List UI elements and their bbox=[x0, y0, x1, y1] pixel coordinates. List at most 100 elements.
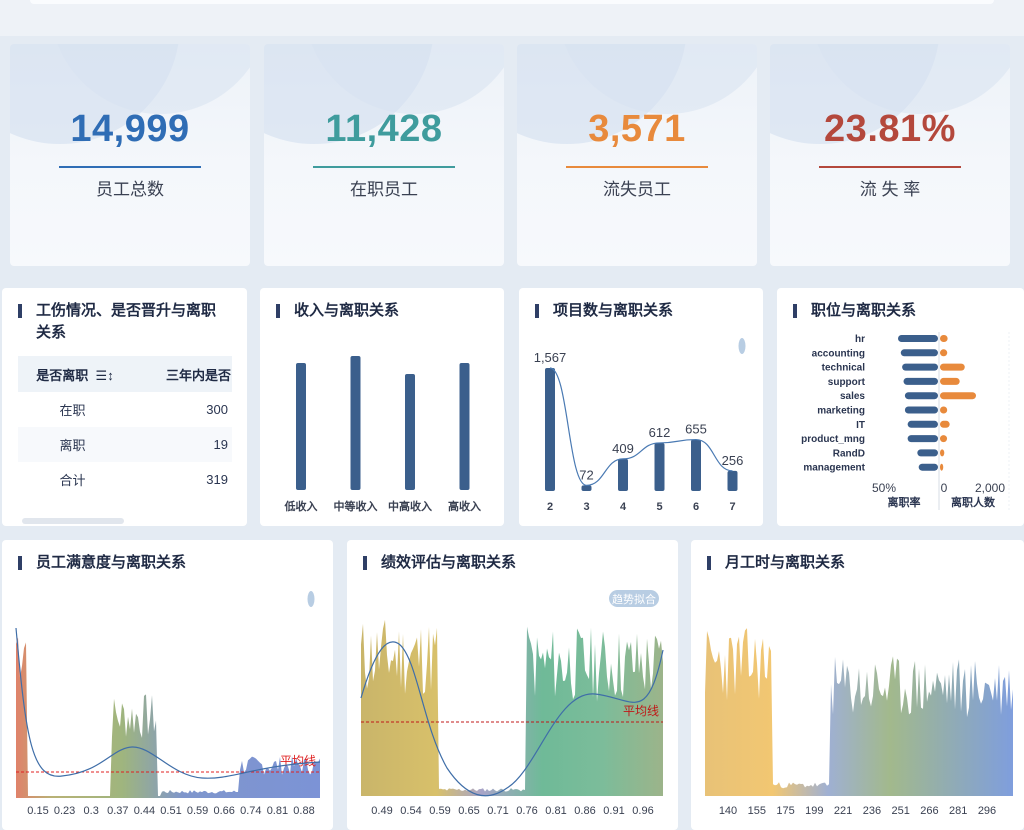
x-tick-label: 221 bbox=[834, 805, 852, 817]
panel-position: 职位与离职关系 hr accounting technical support sale… bbox=[777, 288, 1024, 526]
x-tick-label: 236 bbox=[863, 805, 881, 817]
panel-injury: 工伤情况、是否晋升与离职关系 是否离职 ☰↕ 三年内是否 在职 300 离职 19 … bbox=[2, 288, 247, 526]
category-label: sales bbox=[840, 391, 865, 402]
x-tick-label: 0.88 bbox=[293, 805, 314, 817]
x-tick-label: 0.81 bbox=[267, 805, 288, 817]
count-bar bbox=[940, 449, 945, 457]
density-area bbox=[361, 619, 663, 796]
project-bar bbox=[691, 439, 701, 491]
injury-table: 是否离职 ☰↕ 三年内是否 在职 300 离职 19 合计 319 bbox=[18, 356, 232, 497]
trend-line bbox=[549, 367, 733, 486]
project-bar bbox=[545, 368, 555, 491]
x-tick-label: 266 bbox=[920, 805, 938, 817]
panel-title: 职位与离职关系 bbox=[793, 300, 916, 322]
rate-bar bbox=[900, 349, 938, 357]
count-bar bbox=[940, 335, 948, 342]
axis-tick: 50% bbox=[872, 481, 896, 495]
panel-satisfaction: 员工满意度与离职关系 平均线 0.15 0.23 0.3 0.37 0.44 0.51 0.5… bbox=[2, 540, 333, 830]
kpi-label: 流 失 率 bbox=[859, 180, 921, 199]
x-tick-label: 0.65 bbox=[458, 805, 479, 817]
kpi-underline bbox=[313, 166, 455, 168]
sort-icon[interactable]: ☰↕ bbox=[95, 367, 114, 383]
panel-title: 绩效评估与离职关系 bbox=[363, 552, 516, 574]
x-tick-label: 0.49 bbox=[371, 805, 392, 817]
x-tick-label: 0.91 bbox=[603, 805, 624, 817]
axis-label: 离职人数 bbox=[951, 495, 996, 509]
density-area bbox=[705, 628, 1013, 796]
kpi-underline bbox=[59, 166, 201, 168]
x-tick-label: 3 bbox=[583, 501, 589, 513]
rate-bar bbox=[907, 420, 938, 428]
kpi-value: 11,428 bbox=[325, 108, 443, 150]
col-header-label: 是否离职 bbox=[36, 367, 89, 383]
hours-chart: 140 155 175 199 221 236 251 266 281 296 bbox=[705, 628, 1013, 817]
count-bar bbox=[940, 377, 960, 385]
x-tick-label: 0.71 bbox=[487, 805, 508, 817]
income-bar bbox=[405, 374, 415, 490]
panel-income: 收入与离职关系 低收入 中等收入 中高收入 高收入 bbox=[260, 288, 504, 526]
rate-bar bbox=[917, 449, 938, 457]
x-tick-label: 251 bbox=[891, 805, 909, 817]
trend-line bbox=[360, 641, 664, 797]
x-tick-label: 5 bbox=[656, 501, 662, 513]
kpi-underline bbox=[566, 166, 708, 168]
count-bar bbox=[940, 363, 965, 371]
table-header-cell: 三年内是否 bbox=[165, 367, 231, 383]
x-tick-label: 6 bbox=[693, 501, 699, 513]
table-cell: 在职 bbox=[59, 403, 86, 418]
project-bar bbox=[654, 442, 665, 491]
x-tick-label: 0.3 bbox=[84, 805, 99, 817]
category-label: IT bbox=[856, 420, 865, 431]
x-tick-label: 中高收入 bbox=[388, 499, 432, 513]
x-tick-label: 中等收入 bbox=[334, 499, 378, 513]
category-label: management bbox=[803, 463, 865, 474]
panel-title: 月工时与离职关系 bbox=[707, 552, 845, 574]
category-label: technical bbox=[822, 363, 866, 374]
x-tick-label: 0.15 bbox=[27, 805, 48, 817]
rate-bar bbox=[898, 335, 938, 342]
x-tick-label: 281 bbox=[949, 805, 967, 817]
x-tick-label: 0.81 bbox=[545, 805, 566, 817]
x-tick-label: 0.51 bbox=[160, 805, 181, 817]
average-label: 平均线 bbox=[623, 704, 659, 718]
x-tick-label: 155 bbox=[748, 805, 766, 817]
panel-title: 项目数与离职关系 bbox=[535, 300, 673, 322]
kpi-value: 3,571 bbox=[588, 108, 686, 150]
category-label: product_mng bbox=[801, 434, 865, 445]
category-label: accounting bbox=[812, 348, 865, 359]
project-bar bbox=[581, 485, 592, 491]
count-bar bbox=[940, 463, 944, 471]
panel-hours: 月工时与离职关系 140 155 175 199 221 236 251 266 281 296 bbox=[691, 540, 1024, 830]
rate-bar bbox=[902, 363, 938, 371]
table-header-cell[interactable]: 是否离职 ☰↕ bbox=[18, 356, 132, 392]
x-tick-label: 0.59 bbox=[429, 805, 450, 817]
density-area bbox=[16, 637, 320, 798]
table-cell: 19 bbox=[213, 437, 228, 452]
count-bar bbox=[940, 392, 976, 400]
x-tick-label: 7 bbox=[729, 501, 735, 513]
kpi-card-total: 14,999 员工总数 bbox=[10, 44, 250, 266]
project-bar bbox=[618, 458, 628, 491]
scroll-handle bbox=[738, 338, 746, 354]
table-cell: 合计 bbox=[59, 473, 86, 488]
evaluation-chart: 平均线 趋势拟合 0.49 0.54 0.59 0.65 0.71 0.76 0.81 0.86 0… bbox=[360, 590, 664, 817]
category-label: support bbox=[828, 377, 866, 388]
kpi-value: 23.81% bbox=[824, 108, 956, 150]
x-tick-label: 0.96 bbox=[632, 805, 653, 817]
project-bar bbox=[727, 470, 738, 491]
axis-tick: 0 bbox=[941, 481, 948, 495]
kpi-label: 流失员工 bbox=[603, 180, 671, 199]
x-tick-label: 4 bbox=[620, 501, 627, 513]
panel-evaluation: 绩效评估与离职关系 平均线 趋势拟合 0.49 0.54 0.59 0.65 0.71 0.7… bbox=[347, 540, 678, 830]
projects-chart: 1,567 2 72 3 409 4 612 5 655 6 256 7 bbox=[534, 338, 746, 513]
x-tick-label: 296 bbox=[978, 805, 996, 817]
x-tick-label: 0.37 bbox=[107, 805, 128, 817]
x-tick-label: 高收入 bbox=[448, 499, 481, 513]
category-label: marketing bbox=[817, 406, 865, 417]
data-label: 612 bbox=[649, 425, 671, 440]
horizontal-scrollbar[interactable] bbox=[22, 518, 124, 524]
table-row: 在职 300 bbox=[18, 392, 232, 427]
table-row: 合计 319 bbox=[18, 462, 232, 497]
fit-badge-label: 趋势拟合 bbox=[612, 592, 656, 606]
